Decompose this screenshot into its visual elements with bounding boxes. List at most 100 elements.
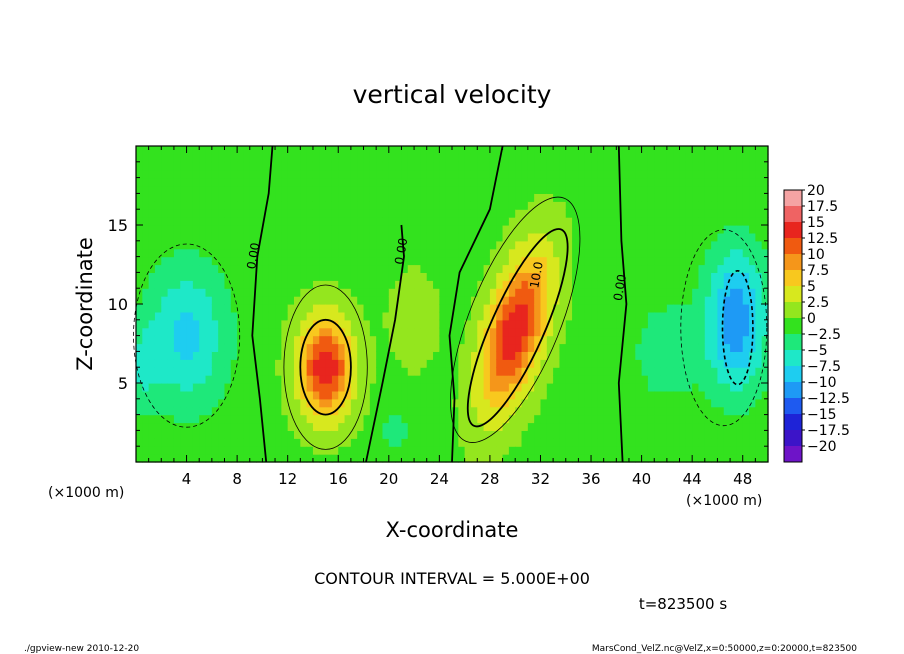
field-cell <box>534 248 542 258</box>
field-cell <box>597 209 605 218</box>
field-cell <box>256 201 263 210</box>
field-cell <box>262 296 270 305</box>
y-tick-label: 5 <box>118 374 128 393</box>
field-cell <box>711 248 719 258</box>
field-cell <box>508 146 516 155</box>
field-cell <box>521 217 529 226</box>
field-cell <box>445 272 453 281</box>
field-cell <box>186 398 194 408</box>
field-cell <box>388 146 396 155</box>
field-cell <box>243 161 251 171</box>
field-cell <box>382 217 390 226</box>
field-cell <box>363 383 371 392</box>
field-cell <box>306 232 314 242</box>
field-cell <box>199 454 207 463</box>
field-cell <box>192 185 200 194</box>
field-cell <box>445 390 453 400</box>
field-cell <box>275 438 282 447</box>
field-cell <box>730 327 737 337</box>
field-cell <box>312 240 320 250</box>
field-cell <box>319 343 327 352</box>
field-cell <box>268 454 276 463</box>
field-cell <box>483 161 491 171</box>
field-cell <box>439 296 447 305</box>
field-cell <box>199 185 207 194</box>
field-cell <box>635 169 643 179</box>
field-cell <box>161 272 169 281</box>
field-cell <box>445 217 453 226</box>
field-cell <box>256 256 263 266</box>
field-cell <box>692 185 700 194</box>
field-cell <box>742 422 750 431</box>
field-cell <box>622 414 630 424</box>
field-cell <box>698 193 706 202</box>
field-cell <box>559 343 567 352</box>
field-cell <box>489 153 497 163</box>
field-cell <box>224 446 232 455</box>
field-cell <box>553 390 561 400</box>
field-cell <box>287 446 295 455</box>
field-cell <box>249 288 257 297</box>
field-cell <box>534 185 542 194</box>
field-cell <box>603 161 611 171</box>
field-cell <box>540 296 548 305</box>
field-cell <box>647 272 655 281</box>
field-cell <box>243 319 251 329</box>
field-cell <box>319 146 327 155</box>
field-cell <box>275 209 282 218</box>
field-cell <box>439 327 447 337</box>
field-cell <box>508 351 516 360</box>
field-cell <box>407 367 415 376</box>
field-cell <box>268 359 276 368</box>
field-cell <box>635 288 643 297</box>
field-cell <box>755 280 763 289</box>
field-cell <box>572 217 579 226</box>
field-cell <box>407 438 415 447</box>
field-cell <box>382 438 390 447</box>
field-cell <box>275 430 282 439</box>
field-cell <box>350 438 358 447</box>
field-cell <box>647 153 655 163</box>
field-cell <box>578 454 586 463</box>
field-cell <box>679 398 687 408</box>
field-cell <box>616 335 624 345</box>
field-cell <box>325 454 333 463</box>
field-cell <box>458 414 466 424</box>
field-cell <box>192 454 200 463</box>
field-cell <box>344 375 352 384</box>
field-cell <box>331 280 339 289</box>
field-cell <box>742 217 750 226</box>
field-cell <box>142 272 150 281</box>
field-cell <box>268 280 276 289</box>
field-cell <box>452 248 459 258</box>
field-cell <box>515 169 523 179</box>
field-cell <box>294 248 301 258</box>
field-cell <box>439 256 447 266</box>
field-cell <box>192 351 200 360</box>
field-cell <box>256 304 263 313</box>
field-cell <box>268 264 276 273</box>
field-cell <box>344 311 352 321</box>
field-cell <box>483 256 491 266</box>
field-cell <box>414 296 421 305</box>
field-cell <box>199 351 207 360</box>
field-cell <box>666 193 674 202</box>
field-cell <box>635 161 643 171</box>
field-cell <box>268 446 276 455</box>
field-cell <box>666 422 674 431</box>
field-cell <box>749 422 756 431</box>
field-cell <box>610 335 617 345</box>
field-cell <box>761 272 769 281</box>
field-cell <box>154 280 162 289</box>
field-cell <box>180 446 188 455</box>
field-cell <box>167 256 175 266</box>
field-cell <box>350 367 358 376</box>
field-cell <box>325 414 333 424</box>
field-cell <box>173 161 181 171</box>
field-cell <box>464 430 472 439</box>
field-cell <box>470 177 478 187</box>
field-cell <box>243 359 251 368</box>
field-cell <box>470 304 478 313</box>
field-cell <box>338 406 346 416</box>
field-cell <box>180 161 188 171</box>
